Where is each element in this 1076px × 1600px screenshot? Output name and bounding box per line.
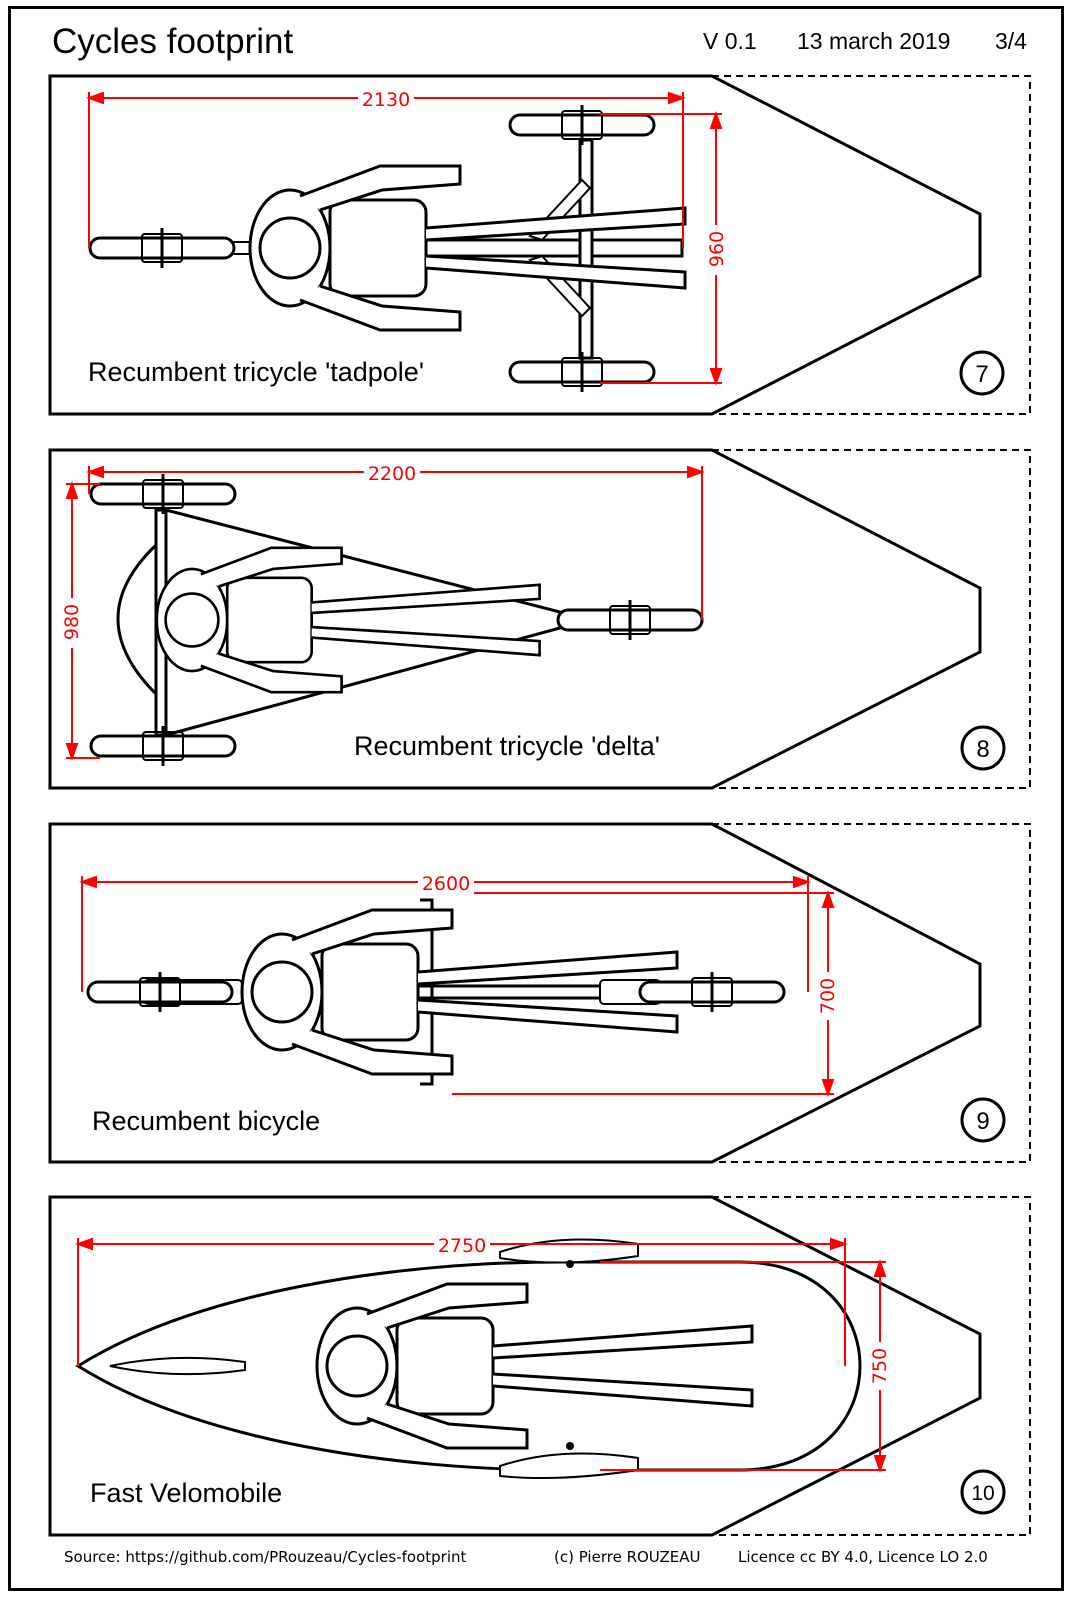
footprint-dashed-box (712, 823, 1031, 1163)
panel-number-circle (960, 1469, 1006, 1515)
date-label: 13 march 2019 (797, 28, 951, 54)
panel-tadpole: 2130 960 Recumbent tricycle 'tadpole' 7 (48, 74, 1031, 416)
panel-number: 8 (976, 736, 989, 763)
width-dimension: 700 (817, 978, 839, 1014)
panel-label: Recumbent tricycle 'tadpole' (88, 357, 424, 387)
panel-label: Recumbent tricycle 'delta' (354, 731, 660, 761)
length-dimension: 2600 (422, 873, 470, 895)
length-dimension: 2200 (368, 463, 416, 485)
page-title: Cycles footprint (52, 22, 294, 61)
footprint-dashed-box (712, 449, 1031, 789)
panel-delta: 2200 980 Recumbent tricycle 'delta' 8 (48, 448, 1031, 790)
width-dimension: 750 (869, 1348, 891, 1384)
panel-label: Fast Velomobile (90, 1478, 282, 1508)
licence-text: Licence cc BY 4.0, Licence LO 2.0 (738, 1548, 988, 1566)
footprint-dashed-box (712, 75, 1031, 415)
footprint-dashed-box (712, 1196, 1031, 1536)
source-link: Source: https://github.com/PRouzeau/Cycl… (64, 1548, 467, 1566)
panel-number-circle (960, 725, 1006, 771)
version-label: V 0.1 (703, 28, 757, 54)
page-number: 3/4 (995, 28, 1027, 54)
panel-number: 9 (976, 1108, 989, 1135)
panel-number: 10 (971, 1482, 994, 1505)
width-dimension: 980 (61, 604, 83, 640)
panel-label: Recumbent bicycle (92, 1106, 320, 1136)
length-dimension: 2750 (438, 1235, 486, 1257)
panel-number: 7 (975, 361, 988, 388)
panel-velomobile: 2750 750 Fast Velomobile 10 (48, 1195, 1031, 1537)
panel-number-circle (959, 350, 1005, 396)
author-credit: (c) Pierre ROUZEAU (554, 1548, 701, 1566)
width-dimension: 960 (706, 231, 728, 267)
panel-bicycle: 2600 700 Recumbent bicycle 9 (48, 822, 1031, 1164)
length-dimension: 2130 (362, 89, 410, 111)
panel-number-circle (960, 1097, 1006, 1143)
drawing-sheet-border (8, 6, 1064, 1591)
